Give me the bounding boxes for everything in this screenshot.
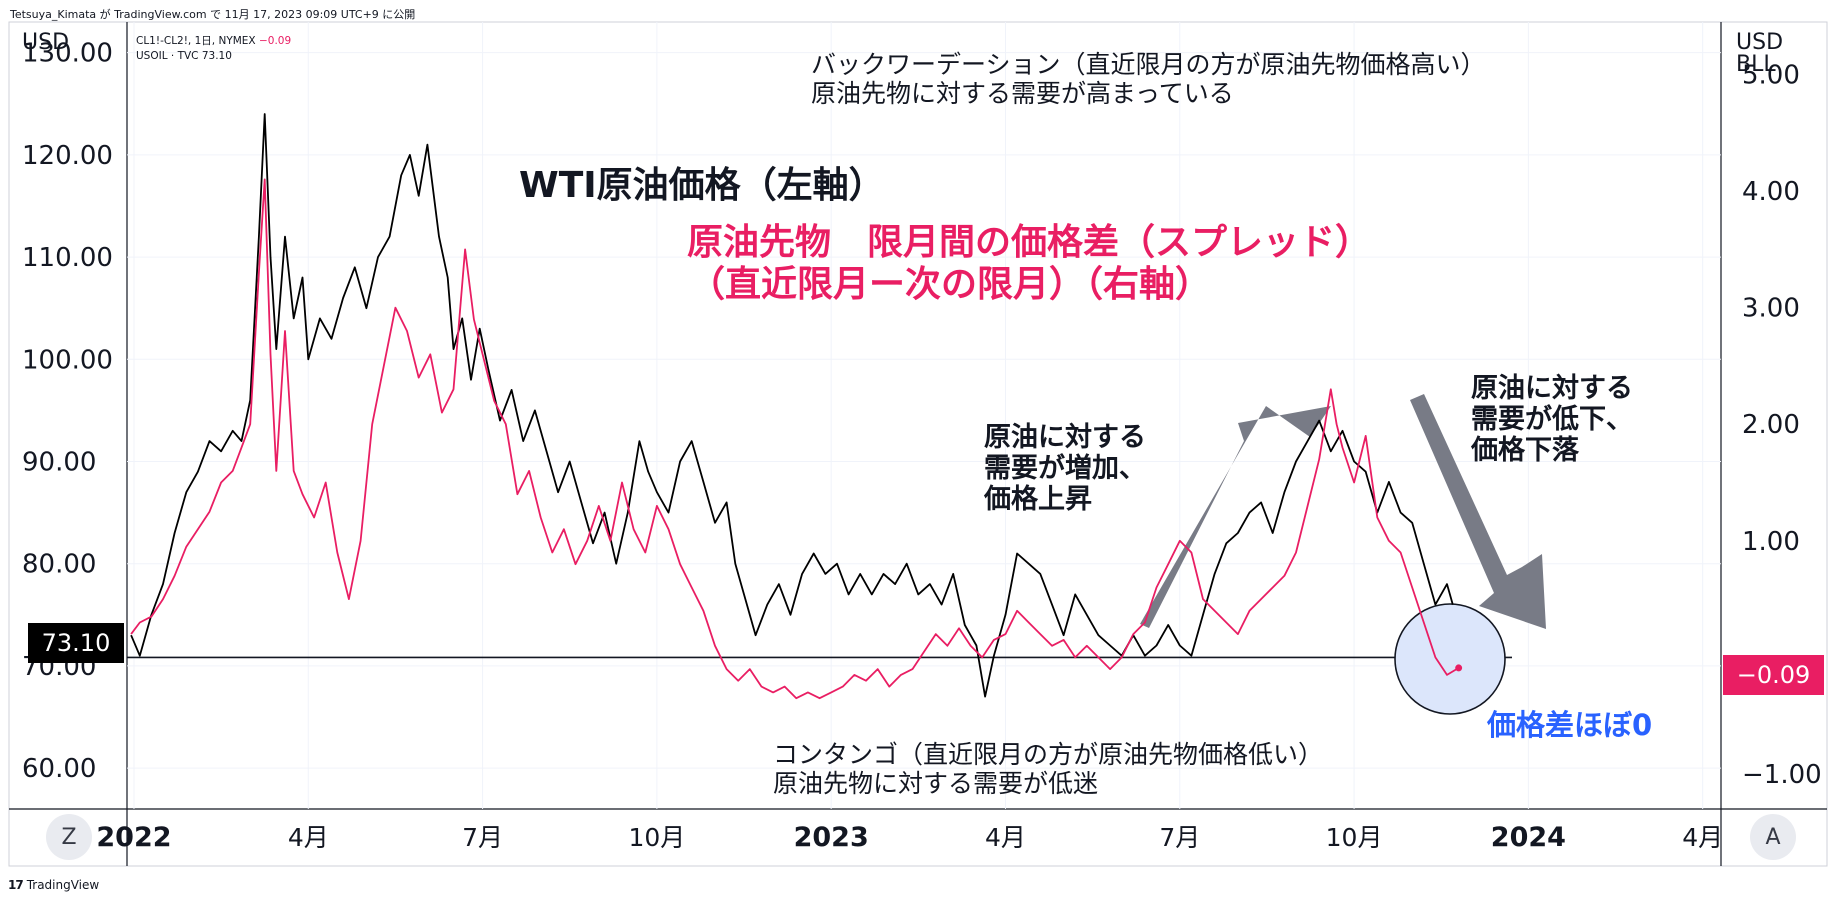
demand-down-note: 原油に対する 需要が低下、 価格下落 xyxy=(1471,373,1633,466)
spread-line xyxy=(130,178,1460,700)
time-tick-label: 10月 xyxy=(1326,823,1383,852)
demand-down-line1: 原油に対する xyxy=(1471,373,1633,404)
auto-scale-button-right[interactable]: A xyxy=(1750,814,1796,860)
contango-line1: コンタンゴ（直近限月の方が原油先物価格低い） xyxy=(773,740,1324,769)
backwardation-line2: 原油先物に対する需要が高まっている xyxy=(811,79,1234,108)
right-unit-label: USD BLL xyxy=(1736,32,1783,76)
time-tick-label: 2023 xyxy=(794,822,869,853)
left-axis-ticks: 130.00120.00110.00100.0090.0080.0070.006… xyxy=(22,39,113,784)
contango-line2: 原油先物に対する需要が低迷 xyxy=(773,769,1099,798)
right-axis-ticks: 5.00 4.00 3.00 2.00 1.00 −1.00 xyxy=(1742,60,1822,790)
left-price-tag: 73.10 xyxy=(28,623,124,663)
published-line: Tetsuya_Kimata が TradingView.com で 11月 1… xyxy=(10,8,416,21)
auto-scale-button-left[interactable]: Z xyxy=(46,814,92,860)
time-tick-label: 10月 xyxy=(628,823,685,852)
backwardation-note: バックワーデーション（直近限月の方が原油先物価格高い） 原油先物に対する需要が高… xyxy=(811,50,1486,108)
legend-series1: CL1!-CL2!, 1日, NYMEX −0.09 xyxy=(136,33,291,48)
time-tick-label: 4月 xyxy=(1682,823,1723,852)
wti-title: WTI原油価格（左軸） xyxy=(519,165,885,206)
demand-down-line2: 需要が低下、 xyxy=(1471,404,1633,435)
time-tick-label: 7月 xyxy=(1159,823,1200,852)
right-tick-label: 3.00 xyxy=(1742,294,1800,324)
time-tick-label: 4月 xyxy=(288,823,329,852)
legend-series2: USOIL · TVC 73.10 xyxy=(136,50,232,62)
right-price-tag: −0.09 xyxy=(1723,655,1824,695)
left-tick-label: 110.00 xyxy=(22,243,113,273)
right-tick-label: −1.00 xyxy=(1742,760,1822,790)
left-tick-label: 100.00 xyxy=(22,345,113,375)
contango-note: コンタンゴ（直近限月の方が原油先物価格低い） 原油先物に対する需要が低迷 xyxy=(773,740,1323,798)
down-arrow xyxy=(1410,394,1546,629)
left-tick-label: 80.00 xyxy=(22,550,96,580)
legend-series1-value: −0.09 xyxy=(258,35,292,47)
spread-title-line1: 原油先物 限月間の価格差（スプレッド） xyxy=(687,222,1372,263)
legend-series1-name: CL1!-CL2!, 1日, NYMEX xyxy=(136,35,256,47)
left-tick-label: 120.00 xyxy=(22,141,113,171)
right-unit-line2: BLL xyxy=(1736,52,1776,77)
chart-frame xyxy=(8,21,1828,867)
right-tick-label: 1.00 xyxy=(1742,527,1800,557)
spread-last-dot xyxy=(1455,664,1463,672)
demand-up-note: 原油に対する 需要が増加、 価格上昇 xyxy=(984,422,1146,515)
left-unit-label: USD xyxy=(22,30,70,55)
footer-brand[interactable]: 17 TradingView xyxy=(8,878,99,892)
demand-down-line3: 価格下落 xyxy=(1471,435,1579,466)
spread-title-line2: （直近限月ー次の限月）（右軸） xyxy=(689,264,1212,305)
right-unit-line1: USD xyxy=(1736,30,1784,55)
left-tick-label: 60.00 xyxy=(22,754,96,784)
left-tick-label: 130.00 xyxy=(22,39,113,69)
wti-price-line xyxy=(130,113,1454,698)
left-tick-label: 90.00 xyxy=(22,447,96,477)
time-tick-label: 2024 xyxy=(1491,822,1566,853)
time-tick-label: 7月 xyxy=(462,823,503,852)
time-tick-label: 4月 xyxy=(985,823,1026,852)
up-arrow xyxy=(1140,406,1331,628)
highlight-circle xyxy=(1394,603,1506,715)
demand-up-line1: 原油に対する xyxy=(984,422,1146,453)
demand-up-line2: 需要が増加、 xyxy=(984,453,1146,484)
demand-up-line3: 価格上昇 xyxy=(984,484,1092,515)
tradingview-logo-icon: 17 xyxy=(8,878,24,892)
time-tick-label: 2022 xyxy=(96,822,171,853)
backwardation-line1: バックワーデーション（直近限月の方が原油先物価格高い） xyxy=(811,50,1486,79)
right-tick-label: 5.00 xyxy=(1742,60,1800,90)
spread-zero-note: 価格差ほぼ0 xyxy=(1487,708,1653,742)
right-tick-label: 2.00 xyxy=(1742,410,1800,440)
right-tick-label: 4.00 xyxy=(1742,177,1800,207)
time-axis-ticks: 2022 4月 7月 10月 2023 4月 7月 10月 2024 4月 xyxy=(96,822,1723,853)
footer-brand-label: TradingView xyxy=(26,878,100,892)
